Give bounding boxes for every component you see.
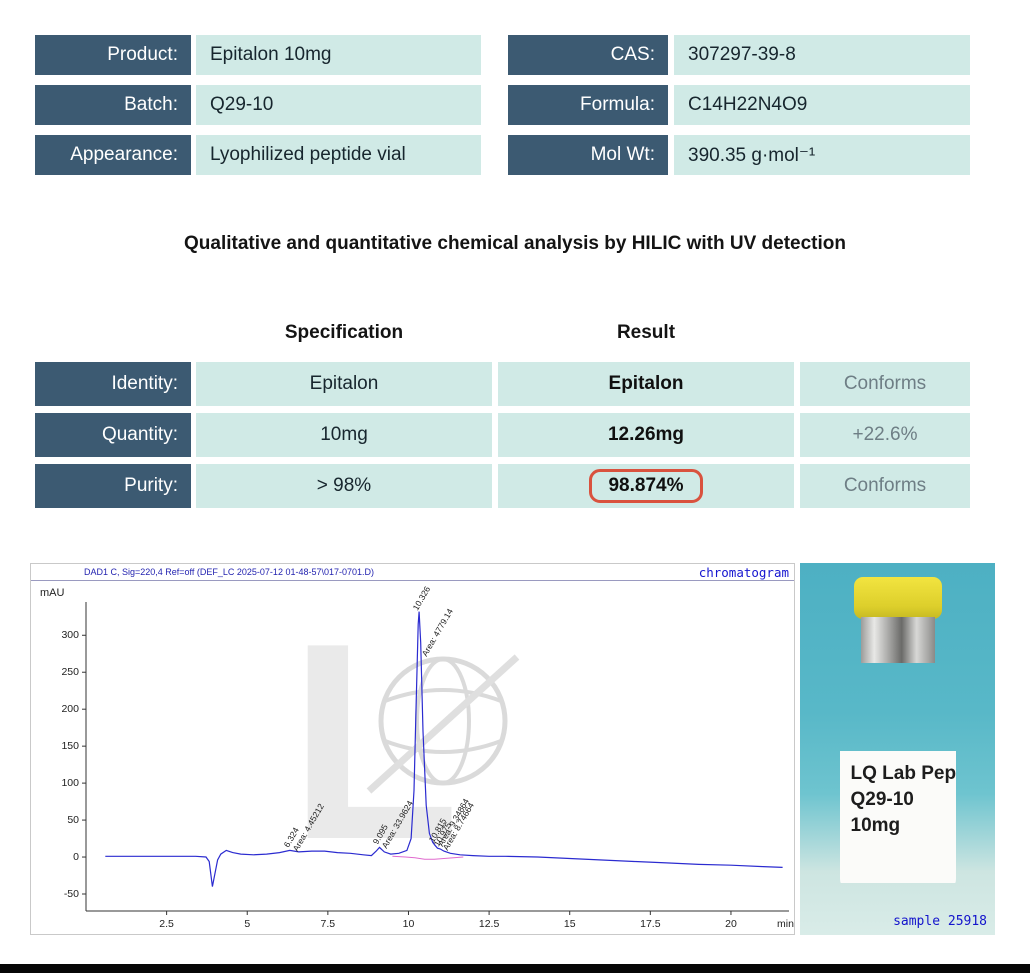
info-row: Product: Epitalon 10mg CAS: 307297-39-8 [35, 35, 970, 75]
vial-label-line1: LQ Lab Pep [850, 763, 956, 784]
purity-highlight-box: 98.874% [589, 469, 703, 503]
y-tick-label: 50 [67, 814, 79, 827]
peak-area-label: Area: 4779.14 [419, 606, 455, 659]
y-axis-label: mAU [40, 587, 65, 599]
purity-result-value: 98.874% [608, 475, 684, 496]
y-tick-label: -50 [63, 887, 79, 900]
sample-caption: sample 25918 [893, 914, 987, 929]
identity-result: Epitalon [498, 362, 794, 406]
column-header-result: Result [616, 322, 676, 343]
x-tick-label: 12.5 [478, 918, 500, 930]
vial-cap [853, 577, 942, 619]
identity-status: Conforms [800, 362, 970, 406]
vial-body: LQ Lab Pep Q29-10 10mg [839, 659, 956, 891]
y-tick-label: 100 [61, 777, 79, 790]
x-tick-label: 17.5 [640, 918, 661, 930]
vial-label: LQ Lab Pep Q29-10 10mg [839, 751, 956, 883]
vial-crimp [860, 617, 935, 663]
x-tick-label: 2.5 [159, 918, 174, 930]
x-tick-label: 20 [725, 918, 737, 930]
purity-label: Purity: [35, 464, 191, 508]
x-tick-label: 15 [563, 918, 576, 930]
appearance-value: Lyophilized peptide vial [196, 135, 481, 175]
purity-result: 98.874% [498, 464, 794, 508]
vial-photo: LQ Lab Pep Q29-10 10mg sample 25918 [800, 563, 995, 935]
analysis-heading: Qualitative and quantitative chemical an… [184, 233, 846, 254]
x-axis-unit: min [777, 918, 794, 930]
batch-label: Batch: [35, 85, 191, 125]
table-row-quantity: Quantity: 10mg 12.26mg +22.6% [35, 413, 970, 457]
peak-rt-label: 10.326 [410, 584, 433, 613]
purity-specification: > 98% [196, 464, 492, 508]
y-tick-label: 250 [61, 666, 79, 679]
formula-value: C14H22N4O9 [674, 85, 970, 125]
identity-label: Identity: [35, 362, 191, 406]
quantity-status: +22.6% [800, 413, 970, 457]
y-tick-label: 200 [61, 703, 79, 716]
y-tick-label: 0 [73, 851, 79, 864]
y-tick-label: 300 [61, 629, 79, 642]
product-label: Product: [35, 35, 191, 75]
product-info-table: Product: Epitalon 10mg CAS: 307297-39-8 … [35, 35, 970, 185]
table-row-identity: Identity: Epitalon Epitalon Conforms [35, 362, 970, 406]
bottom-bar [0, 964, 1030, 973]
chromatogram-header: DAD1 C, Sig=220,4 Ref=off (DEF_LC 2025-0… [31, 564, 794, 581]
watermark-logo: L [31, 564, 794, 934]
product-value: Epitalon 10mg [196, 35, 481, 75]
molwt-label: Mol Wt: [508, 135, 668, 175]
quantity-result-value: 12.26mg [607, 424, 685, 445]
column-header-specification: Specification [284, 322, 404, 343]
vial: LQ Lab Pep Q29-10 10mg [839, 577, 956, 891]
analysis-table-header: Specification Result [35, 318, 970, 348]
quantity-label: Quantity: [35, 413, 191, 457]
quantity-specification: 10mg [196, 413, 492, 457]
quantity-result: 12.26mg [498, 413, 794, 457]
cas-value: 307297-39-8 [674, 35, 970, 75]
purity-status: Conforms [800, 464, 970, 508]
identity-result-value: Epitalon [608, 373, 684, 394]
info-row: Appearance: Lyophilized peptide vial Mol… [35, 135, 970, 175]
formula-label: Formula: [508, 85, 668, 125]
y-tick-label: 150 [61, 740, 79, 753]
x-tick-label: 10 [402, 918, 415, 930]
globe-icon [366, 654, 520, 794]
chromatogram-plot [82, 602, 789, 915]
analysis-table: Specification Result Identity: Epitalon … [35, 318, 970, 515]
cas-label: CAS: [508, 35, 668, 75]
chromatogram-labels: 300 250 200 150 100 50 0 -50 2.5 5 7.5 10 12.5 15 17.5… [31, 564, 794, 934]
x-tick-label: 5 [244, 918, 251, 930]
appearance-label: Appearance: [35, 135, 191, 175]
watermark-letter: L [289, 586, 461, 898]
x-tick-label: 7.5 [320, 918, 336, 930]
header-spacer [35, 318, 196, 348]
vial-label-line3: 10mg [850, 815, 901, 836]
info-row: Batch: Q29-10 Formula: C14H22N4O9 [35, 85, 970, 125]
batch-value: Q29-10 [196, 85, 481, 125]
chromatogram-panel: L 300 250 200 150 100 50 0 -50 2.5 5 7.5 10 12.5 15 17… [30, 563, 795, 935]
signal-descriptor: DAD1 C, Sig=220,4 Ref=off (DEF_LC 2025-0… [84, 567, 375, 577]
molwt-value: 390.35 g·mol⁻¹ [674, 135, 970, 175]
identity-specification: Epitalon [196, 362, 492, 406]
vial-label-line2: Q29-10 [850, 789, 914, 810]
chromatogram-caption: chromatogram [698, 565, 789, 580]
table-row-purity: Purity: > 98% 98.874% Conforms [35, 464, 970, 508]
